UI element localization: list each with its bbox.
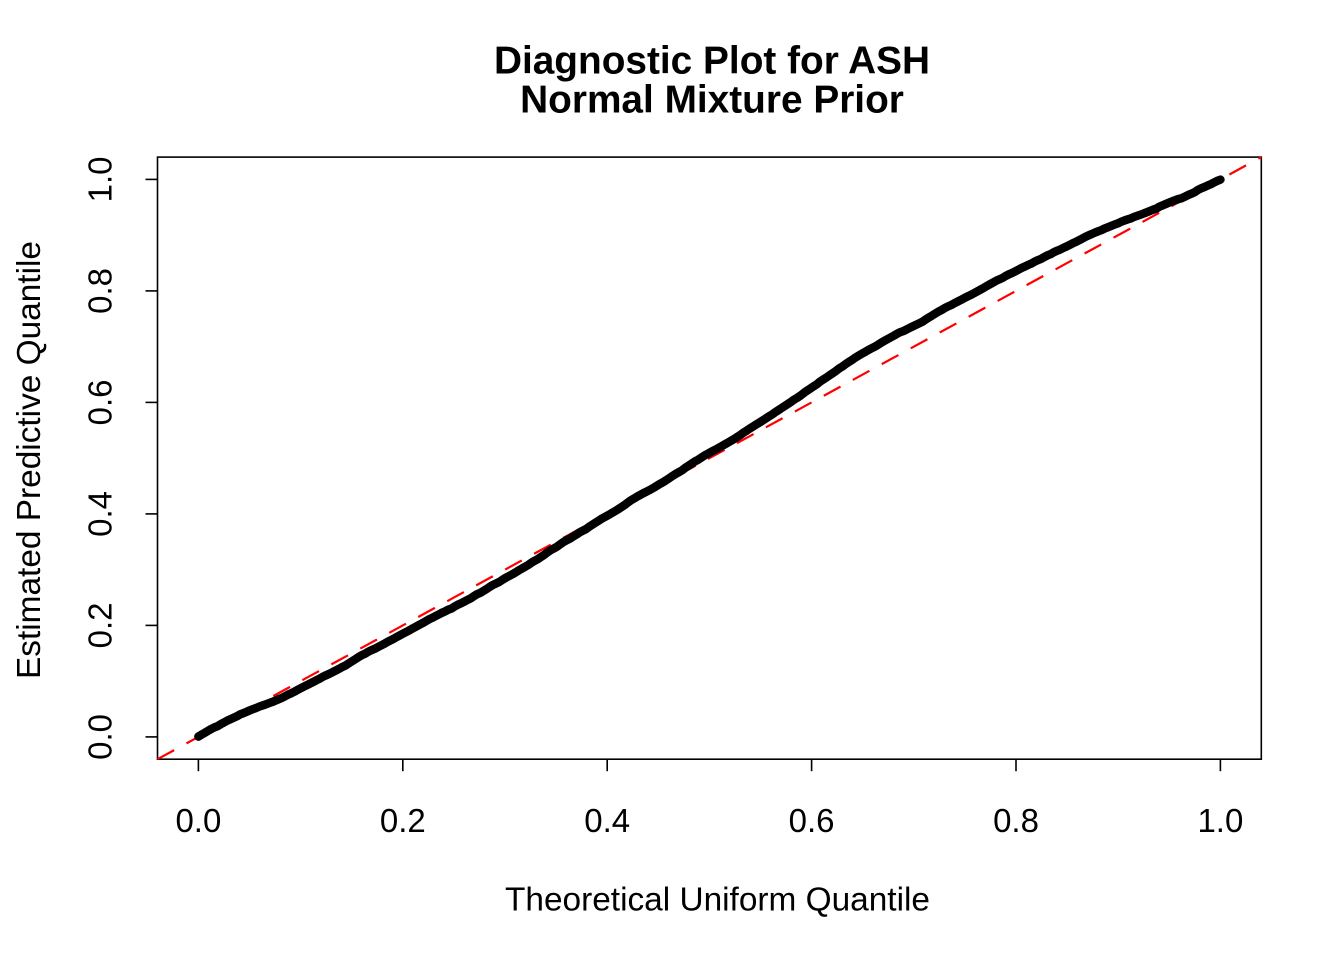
svg-text:0.4: 0.4: [82, 491, 119, 537]
svg-text:0.6: 0.6: [789, 802, 835, 839]
svg-text:Theoretical Uniform Quantile: Theoretical Uniform Quantile: [505, 881, 930, 918]
svg-text:Normal Mixture Prior: Normal Mixture Prior: [520, 79, 904, 122]
svg-text:0.8: 0.8: [993, 802, 1039, 839]
svg-text:0.0: 0.0: [175, 802, 221, 839]
svg-text:1.0: 1.0: [1197, 802, 1243, 839]
svg-text:0.6: 0.6: [82, 379, 119, 425]
svg-text:0.8: 0.8: [82, 268, 119, 314]
svg-text:Diagnostic Plot for ASH: Diagnostic Plot for ASH: [494, 40, 930, 83]
svg-text:0.2: 0.2: [380, 802, 426, 839]
svg-text:0.2: 0.2: [82, 602, 119, 648]
svg-text:0.4: 0.4: [584, 802, 630, 839]
svg-text:Estimated Predictive Quantile: Estimated Predictive Quantile: [11, 241, 48, 679]
svg-text:1.0: 1.0: [82, 156, 119, 202]
svg-text:0.0: 0.0: [82, 714, 119, 760]
